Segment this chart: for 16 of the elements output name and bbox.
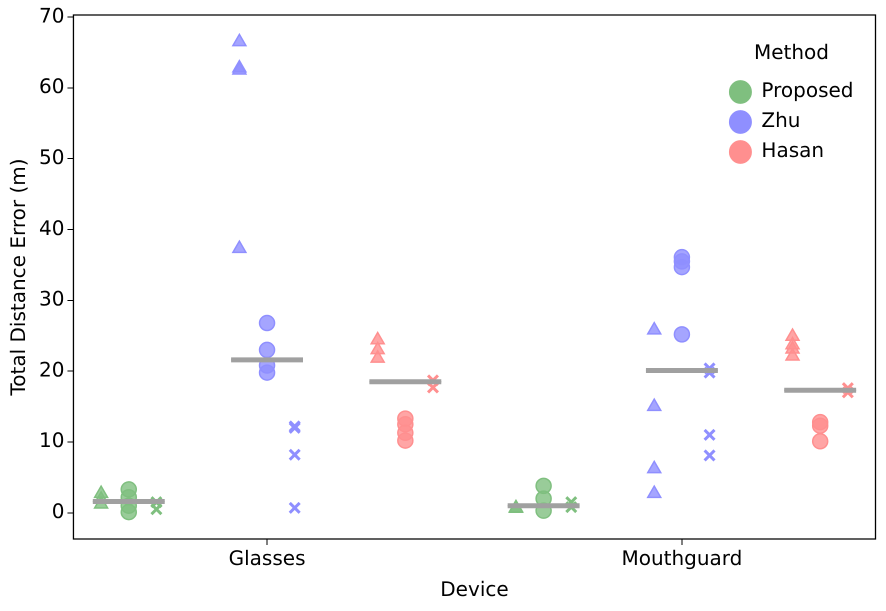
y-tick-label: 0 <box>52 499 64 524</box>
y-tick-label: 50 <box>38 144 64 169</box>
legend-label: Zhu <box>761 108 800 132</box>
y-tick-label: 40 <box>38 216 64 240</box>
y-tick-label: 70 <box>38 3 64 28</box>
y-tick-label: 60 <box>38 74 64 98</box>
x-tick-label: Glasses <box>228 546 306 570</box>
y-tick-label: 30 <box>38 286 64 311</box>
legend-label: Hasan <box>761 138 824 162</box>
y-axis-title: Total Distance Error (m) <box>6 158 30 397</box>
y-tick-label: 10 <box>38 428 64 452</box>
x-axis-title: Device <box>440 577 509 602</box>
legend-title: Method <box>754 40 829 64</box>
x-tick-label: Mouthguard <box>621 546 742 570</box>
y-tick-label: 20 <box>38 357 64 382</box>
legend-label: Proposed <box>761 78 854 102</box>
